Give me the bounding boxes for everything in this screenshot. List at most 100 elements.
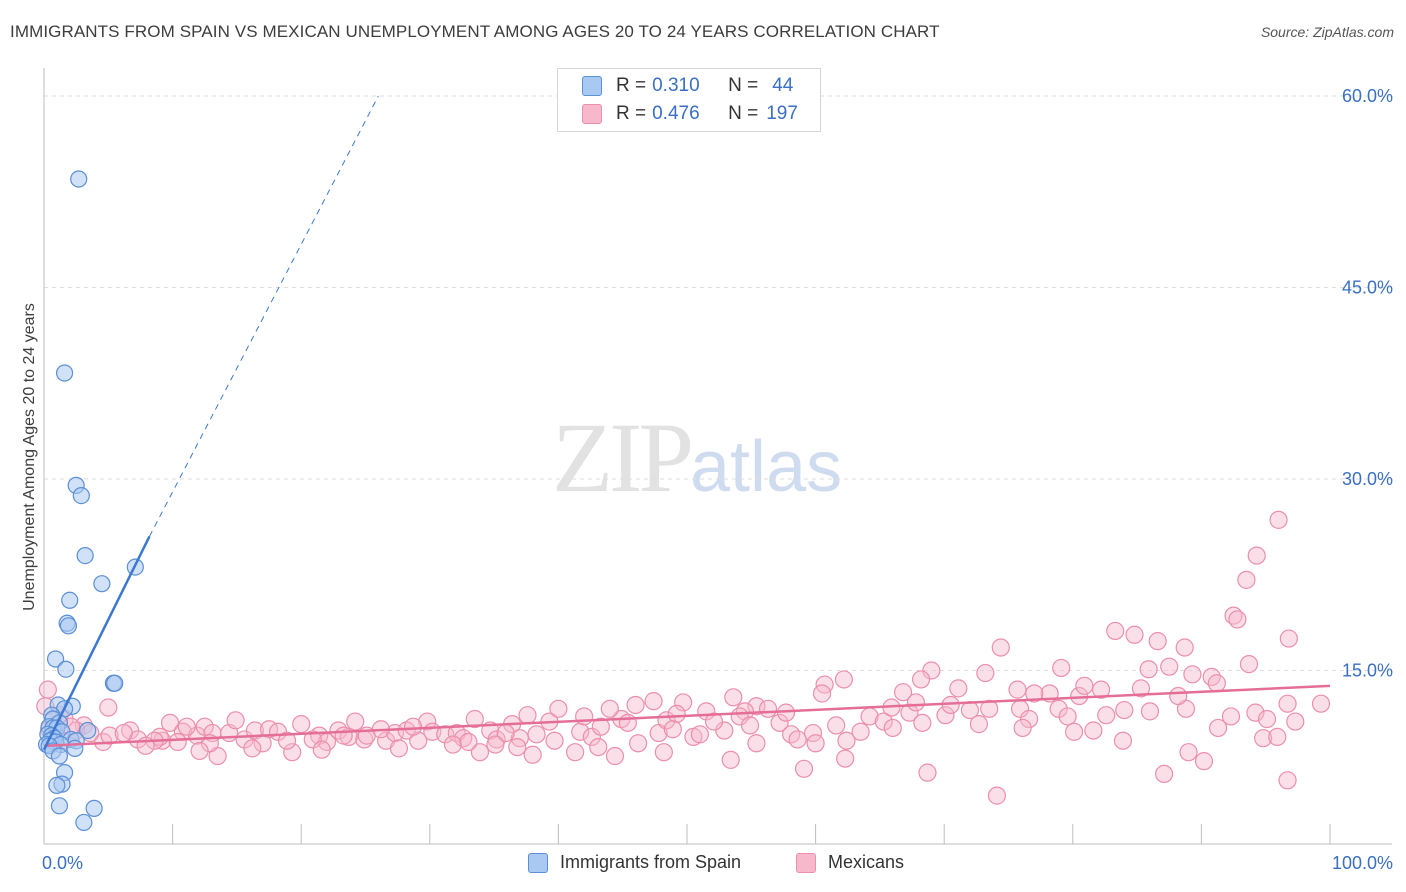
mexicans-point [465, 709, 484, 729]
mexicans-point [518, 706, 537, 725]
mexicans-point [1179, 743, 1198, 762]
spain-point [93, 575, 111, 593]
mexicans-point [566, 743, 585, 762]
legend-n-value: 197 [766, 103, 798, 124]
mexicans-point [1008, 680, 1027, 699]
mexicans-trend-line [43, 684, 1331, 748]
legend-n-value: 44 [772, 75, 794, 96]
legend-swatch-spain [582, 76, 602, 96]
spain-point [75, 813, 93, 832]
mexicans-point [893, 683, 913, 702]
mexicans-point [38, 680, 57, 699]
bottom-legend-swatch-spain [528, 852, 548, 873]
mexicans-point [837, 731, 856, 750]
mexicans-point [911, 670, 931, 689]
mexicans-point [836, 749, 855, 768]
spain-point [72, 486, 90, 505]
tick-labels: 15.0% 30.0% 45.0% 60.0% 0.0% 100.0% [42, 86, 1393, 873]
mexicans-point [1246, 703, 1265, 722]
mexicans-point [663, 720, 682, 739]
mexicans-point [1183, 665, 1202, 684]
mexicans-point [806, 734, 825, 753]
mexicans-point [788, 730, 807, 749]
spain-point [79, 721, 97, 740]
watermark: ZIPatlas [552, 400, 842, 515]
mexicans-point [1131, 679, 1151, 698]
mexicans-point [827, 716, 846, 735]
mexicans-point [1194, 752, 1214, 771]
y-tick-label: 30.0% [1342, 469, 1393, 489]
mexicans-point [1075, 676, 1094, 695]
mexicans-point [1278, 771, 1297, 790]
mexicans-point [346, 712, 365, 731]
mexicans-point [812, 684, 832, 703]
mexicans-point [715, 721, 734, 740]
mexicans-point [459, 732, 478, 752]
mexicans-point [1311, 694, 1331, 713]
mexicans-point [277, 731, 297, 750]
mexicans-point [589, 737, 608, 757]
mexicans-point [629, 734, 648, 753]
bottom-legend-label-spain: Immigrants from Spain [560, 852, 742, 872]
mexicans-point [1237, 570, 1256, 589]
legend-r-value: 0.476 [652, 103, 700, 124]
mexicans-point [980, 699, 999, 718]
mexicans-point [403, 717, 423, 736]
mexicans-point [99, 698, 118, 717]
mexicans-point [1169, 686, 1188, 706]
x-tick-label-end: 100.0% [1332, 853, 1393, 873]
mexicans-point [1058, 707, 1077, 726]
mexicans-point [883, 718, 902, 738]
mexicans-point [1052, 658, 1071, 678]
mexicans-point [545, 731, 564, 750]
mexicans-points [36, 510, 1331, 805]
mexicans-point [724, 688, 743, 707]
mexicans-point [1257, 709, 1277, 729]
legend-n-label: N = [728, 75, 759, 96]
mexicans-point [1207, 674, 1226, 693]
mexicans-point [1115, 700, 1134, 720]
mexicans-point [618, 713, 637, 732]
mexicans-point [626, 695, 645, 715]
spain-point [66, 739, 84, 757]
mexicans-point [721, 750, 740, 769]
mexicans-point [936, 706, 955, 725]
legend-r-label: R = [616, 75, 647, 96]
mexicans-point [770, 713, 789, 732]
mexicans-point [991, 638, 1010, 657]
mexicans-point [1228, 610, 1247, 629]
mexicans-point [1113, 731, 1133, 750]
mexicans-point [1140, 702, 1160, 721]
mexicans-point [1139, 660, 1158, 679]
mexicans-point [1286, 712, 1305, 731]
mexicans-point [1155, 764, 1174, 784]
legend-r-value: 0.310 [652, 75, 700, 96]
mexicans-point [922, 661, 941, 680]
mexicans-point [436, 725, 455, 744]
mexicans-point [949, 679, 968, 698]
mexicans-point [747, 734, 766, 753]
mexicans-point [1084, 721, 1103, 740]
mexicans-point [1247, 546, 1266, 565]
y-tick-label: 15.0% [1342, 661, 1393, 681]
mexicans-point [654, 743, 673, 762]
mexicans-point [758, 699, 778, 718]
watermark-zip: ZIP [552, 402, 694, 513]
mexicans-point [667, 704, 686, 724]
mexicans-point [690, 725, 709, 744]
legend-n-label: N = [728, 103, 759, 124]
mexicans-point [834, 670, 853, 689]
legend-row-spain: R = 0.310 N = 44 [582, 74, 793, 98]
legend-swatch-mexicans [582, 104, 602, 124]
mexicans-point [549, 699, 568, 718]
mexicans-point [1268, 727, 1287, 746]
mexicans-point [1175, 638, 1194, 657]
mexicans-point [582, 727, 601, 746]
mexicans-point [243, 739, 262, 758]
spain-point [55, 364, 74, 382]
mexicans-point [409, 731, 428, 750]
mexicans-point [605, 746, 625, 766]
spain-point [61, 591, 79, 609]
mexicans-point [874, 712, 893, 731]
